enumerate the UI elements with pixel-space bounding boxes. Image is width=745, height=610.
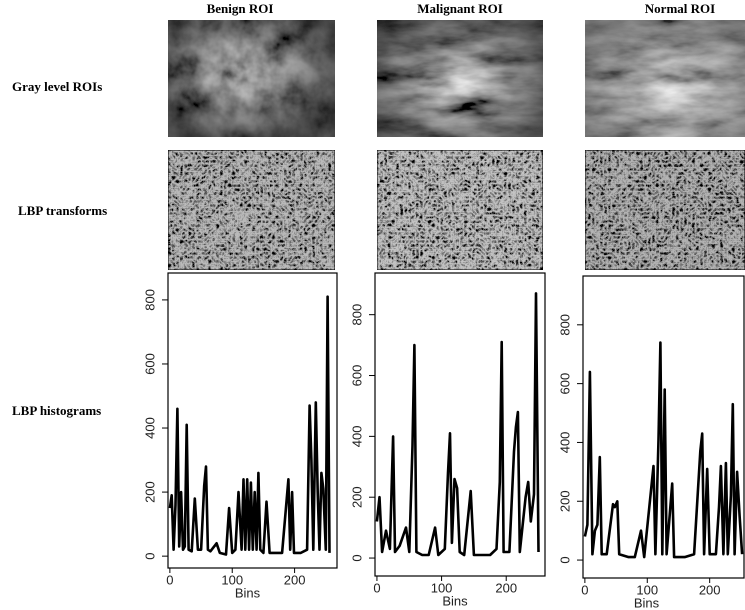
roi-images [167, 20, 745, 271]
plot-frame [582, 275, 745, 579]
plot-frame [374, 272, 546, 577]
x-axis-label: Bins [235, 585, 261, 600]
x-tick-label: 0 [581, 582, 588, 597]
row-label: LBP histograms [12, 403, 101, 418]
x-axis-label: Bins [634, 595, 660, 610]
x-tick-label: 200 [495, 580, 517, 595]
row-label: LBP transforms [18, 203, 107, 218]
column-title: Malignant ROI [417, 1, 503, 16]
x-tick-label: 200 [284, 572, 306, 587]
x-axis-label: Bins [442, 593, 468, 608]
x-tick-label: 100 [636, 582, 658, 597]
normal-lbp [584, 149, 745, 271]
y-tick-label: 200 [557, 490, 572, 512]
y-tick-label: 600 [142, 353, 157, 375]
y-tick-label: 400 [557, 432, 572, 454]
y-tick-label: 0 [349, 554, 364, 561]
x-tick-label: 0 [166, 572, 173, 587]
y-tick-label: 0 [142, 553, 157, 560]
benign-lbp [167, 149, 336, 271]
column-title: Benign ROI [207, 1, 274, 16]
y-tick-label: 400 [349, 426, 364, 448]
y-tick-label: 400 [142, 417, 157, 439]
normal-roi [585, 20, 745, 137]
y-tick-label: 200 [142, 481, 157, 503]
histogram-line [375, 292, 540, 557]
y-tick-label: 600 [349, 365, 364, 387]
y-tick-label: 800 [349, 304, 364, 326]
y-tick-label: 600 [557, 373, 572, 395]
x-tick-label: 200 [699, 582, 721, 597]
x-tick-label: 100 [431, 580, 453, 595]
histogram-line [168, 295, 331, 556]
column-title: Normal ROI [645, 1, 715, 16]
y-tick-label: 200 [349, 486, 364, 508]
row-label: Gray level ROIs [12, 79, 102, 94]
benign-roi [168, 20, 335, 137]
x-tick-label: 100 [221, 572, 243, 587]
y-tick-label: 0 [557, 556, 572, 563]
histogram-line [583, 341, 744, 559]
y-tick-label: 800 [557, 314, 572, 336]
x-tick-label: 0 [373, 580, 380, 595]
malignant-lbp [376, 149, 544, 271]
malignant-roi [377, 20, 543, 137]
y-tick-label: 800 [142, 289, 157, 311]
plot-frame [167, 272, 338, 569]
